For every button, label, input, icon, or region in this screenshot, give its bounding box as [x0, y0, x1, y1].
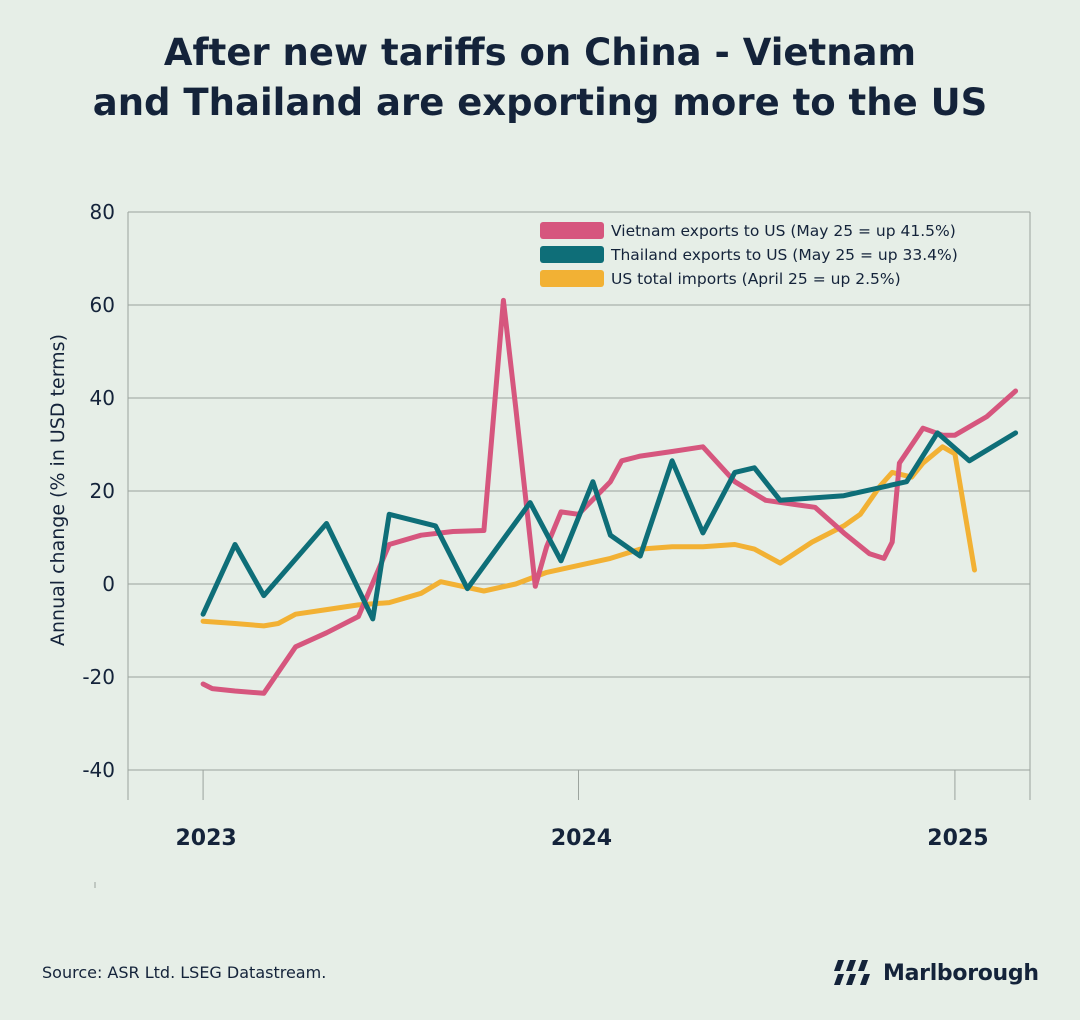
y-tick-label: 40: [90, 386, 115, 410]
source-note: Source: ASR Ltd. LSEG Datastream.: [42, 963, 327, 982]
chart-title-line-2: and Thailand are exporting more to the U…: [92, 81, 988, 124]
gridlines: [128, 211, 1030, 771]
series-lines: [200, 297, 1019, 696]
x-tick-label: 2024: [551, 826, 612, 851]
marlborough-logo-icon: [834, 960, 870, 985]
y-tick-label: 20: [90, 479, 115, 503]
x-tick-label: 2025: [927, 826, 988, 851]
brand-name: Marlborough: [883, 960, 1039, 986]
series-line: [200, 430, 1019, 622]
series-line: [200, 444, 977, 629]
y-tick-label: -20: [82, 665, 115, 689]
legend-swatch: [540, 222, 604, 239]
legend-label: US total imports (April 25 = up 2.5%): [611, 270, 901, 288]
legend-label: Thailand exports to US (May 25 = up 33.4…: [610, 246, 958, 264]
y-tick-label: 80: [90, 200, 115, 224]
legend: Vietnam exports to US (May 25 = up 41.5%…: [540, 222, 958, 288]
legend-swatch: [540, 246, 604, 263]
series-line: [200, 297, 1019, 696]
x-tick-label: 2023: [175, 826, 236, 851]
y-tick-label: 0: [102, 572, 115, 596]
y-tick-label: -40: [82, 758, 115, 782]
chart-title: After new tariffs on China - Vietnam and…: [0, 28, 1080, 128]
legend-swatch: [540, 270, 604, 287]
y-axis-label: Annual change (% in USD terms): [47, 334, 69, 646]
y-tick-label: 60: [90, 293, 115, 317]
legend-label: Vietnam exports to US (May 25 = up 41.5%…: [611, 222, 956, 240]
axes: -40 -20 0 20 40 60 80 2023 2024 2025 Annual change…: [47, 200, 1031, 888]
brand-logo: Marlborough: [834, 960, 1039, 986]
chart-title-line-1: After new tariffs on China - Vietnam: [163, 31, 917, 74]
